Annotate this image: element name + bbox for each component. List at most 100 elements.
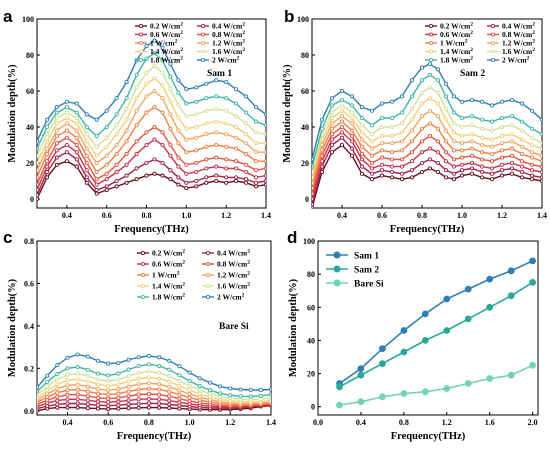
data-point — [214, 106, 219, 112]
legend-marker — [140, 294, 146, 300]
data-point — [427, 121, 433, 126]
data-point — [378, 345, 386, 353]
data-point — [75, 392, 80, 397]
data-point — [519, 159, 525, 164]
data-point — [451, 94, 457, 99]
data-point — [357, 398, 365, 406]
x-tick-label: 1.2 — [221, 211, 231, 220]
data-point — [74, 157, 79, 162]
data-point — [152, 157, 157, 162]
data-point — [379, 168, 385, 173]
data-point — [37, 193, 40, 198]
legend-label: 0.8 W/cm2 — [212, 30, 245, 39]
data-point — [177, 364, 182, 369]
x-tick-label: 1.2 — [497, 211, 507, 220]
data-point — [177, 383, 182, 388]
data-point — [228, 386, 233, 391]
data-point — [194, 148, 199, 153]
x-tick-label: 0.8 — [399, 418, 409, 427]
data-point — [204, 108, 209, 113]
legend-label: 1.2 W/cm2 — [217, 271, 250, 280]
data-point — [224, 180, 229, 185]
data-point — [176, 164, 181, 169]
data-point — [65, 383, 70, 388]
data-point — [176, 155, 181, 160]
legend-marker — [333, 251, 341, 259]
data-point — [486, 303, 494, 311]
data-point — [469, 139, 475, 144]
data-point — [84, 160, 89, 166]
data-point — [152, 137, 157, 142]
data-point — [421, 310, 429, 318]
data-point — [349, 128, 355, 133]
data-point — [64, 115, 69, 121]
data-point — [45, 379, 50, 384]
data-point — [75, 397, 80, 402]
data-point — [435, 114, 441, 119]
data-point — [116, 403, 121, 408]
data-point — [479, 175, 485, 180]
data-point — [379, 115, 385, 121]
legend-marker — [490, 40, 496, 46]
data-point — [329, 142, 335, 148]
data-point — [146, 369, 151, 374]
data-point — [84, 153, 89, 158]
data-point — [114, 132, 119, 137]
data-point — [75, 352, 80, 357]
legend-label: 2 W/cm2 — [217, 293, 245, 302]
data-point — [184, 114, 189, 119]
data-point — [435, 126, 441, 131]
data-point — [499, 148, 505, 153]
data-point — [204, 175, 209, 180]
series-layer — [37, 38, 266, 202]
data-point — [369, 139, 375, 144]
data-point — [124, 162, 129, 167]
legend-label: 1.6 W/cm2 — [502, 47, 535, 56]
data-point — [389, 124, 395, 130]
legend-marker — [138, 32, 144, 37]
data-point — [54, 162, 59, 167]
data-point — [464, 380, 472, 387]
data-point — [65, 378, 70, 383]
data-point — [184, 150, 189, 155]
y-axis-label: Modulation depth(%) — [282, 64, 293, 163]
legend-marker — [140, 272, 146, 278]
panel-letter: c — [3, 228, 12, 247]
data-point — [312, 169, 315, 175]
panel-b: b 0.4 0.6 0.8 1.0 1.2 1.4 0 20 40 60 80 100 Frequency… — [282, 7, 547, 235]
data-point — [464, 315, 472, 323]
data-point — [116, 395, 121, 400]
data-point — [106, 400, 111, 405]
y-axis-label: Modulation depth(%) — [288, 278, 299, 377]
data-point — [369, 171, 375, 176]
data-point — [204, 96, 209, 101]
data-point — [435, 160, 441, 166]
data-point — [248, 394, 253, 399]
data-point — [389, 99, 395, 104]
data-point — [400, 327, 408, 334]
data-point — [519, 144, 525, 149]
x-tick-label: 1.0 — [457, 211, 467, 220]
data-point — [435, 78, 441, 83]
data-point — [214, 119, 219, 124]
data-point — [459, 148, 465, 153]
plot-frame — [317, 240, 539, 416]
data-point — [116, 387, 121, 392]
data-point — [168, 112, 173, 117]
data-point — [167, 389, 172, 394]
data-point — [104, 108, 109, 113]
data-point — [204, 180, 209, 185]
x-tick-label: 1.2 — [225, 418, 235, 427]
data-point — [204, 166, 209, 171]
data-point — [339, 88, 345, 94]
data-point — [529, 173, 535, 178]
legend-marker — [200, 32, 206, 37]
data-point — [124, 151, 129, 157]
x-tick-label: 0.8 — [144, 418, 154, 427]
panel-letter: a — [3, 7, 13, 26]
legend-marker — [138, 40, 144, 46]
data-point — [329, 121, 335, 126]
data-point — [234, 114, 239, 119]
legend-label: Sam 1 — [354, 252, 379, 262]
data-point — [409, 150, 415, 155]
